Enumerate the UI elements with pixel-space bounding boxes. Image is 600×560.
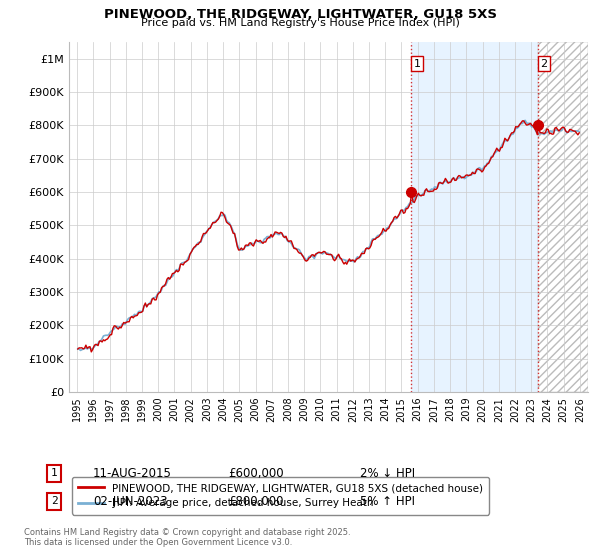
Bar	[538, 42, 588, 392]
Text: 11-AUG-2015: 11-AUG-2015	[93, 466, 172, 480]
Text: 1: 1	[413, 59, 421, 69]
Text: Contains HM Land Registry data © Crown copyright and database right 2025.
This d: Contains HM Land Registry data © Crown c…	[24, 528, 350, 547]
Text: 2: 2	[50, 496, 58, 506]
Legend: PINEWOOD, THE RIDGEWAY, LIGHTWATER, GU18 5XS (detached house), HPI: Average pric: PINEWOOD, THE RIDGEWAY, LIGHTWATER, GU18…	[71, 477, 490, 515]
Text: 2% ↓ HPI: 2% ↓ HPI	[360, 466, 415, 480]
Text: £600,000: £600,000	[228, 466, 284, 480]
Text: 02-JUN-2023: 02-JUN-2023	[93, 494, 167, 508]
Text: Price paid vs. HM Land Registry's House Price Index (HPI): Price paid vs. HM Land Registry's House …	[140, 18, 460, 29]
Bar	[411, 42, 538, 392]
Text: 5% ↑ HPI: 5% ↑ HPI	[360, 494, 415, 508]
Text: 1: 1	[50, 468, 58, 478]
Text: £800,000: £800,000	[228, 494, 284, 508]
Text: PINEWOOD, THE RIDGEWAY, LIGHTWATER, GU18 5XS: PINEWOOD, THE RIDGEWAY, LIGHTWATER, GU18…	[104, 8, 497, 21]
Text: 2: 2	[541, 59, 548, 69]
